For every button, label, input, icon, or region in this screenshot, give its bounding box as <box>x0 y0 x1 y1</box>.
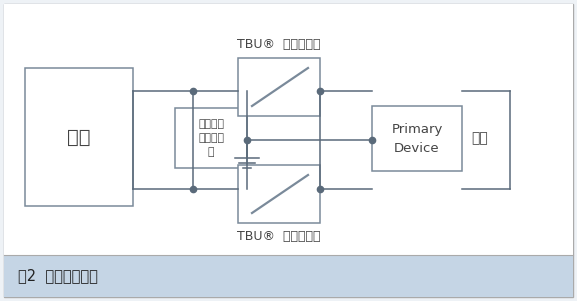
Bar <box>25 68 133 206</box>
Bar <box>4 4 573 255</box>
Text: 电压瞬变
抑制二极
管: 电压瞬变 抑制二极 管 <box>198 119 224 157</box>
Text: TBU®  高速保护器: TBU® 高速保护器 <box>237 38 321 51</box>
Bar <box>372 106 462 171</box>
Bar <box>238 165 320 223</box>
Text: 设备: 设备 <box>68 128 91 147</box>
Text: 接口: 接口 <box>471 132 488 145</box>
Text: TBU®  高速保护器: TBU® 高速保护器 <box>237 231 321 244</box>
Bar <box>4 255 573 297</box>
Bar <box>175 108 247 168</box>
Text: Primary
Device: Primary Device <box>391 123 443 154</box>
Text: 图2  三级防护方案: 图2 三级防护方案 <box>18 268 98 284</box>
Bar <box>238 58 320 116</box>
